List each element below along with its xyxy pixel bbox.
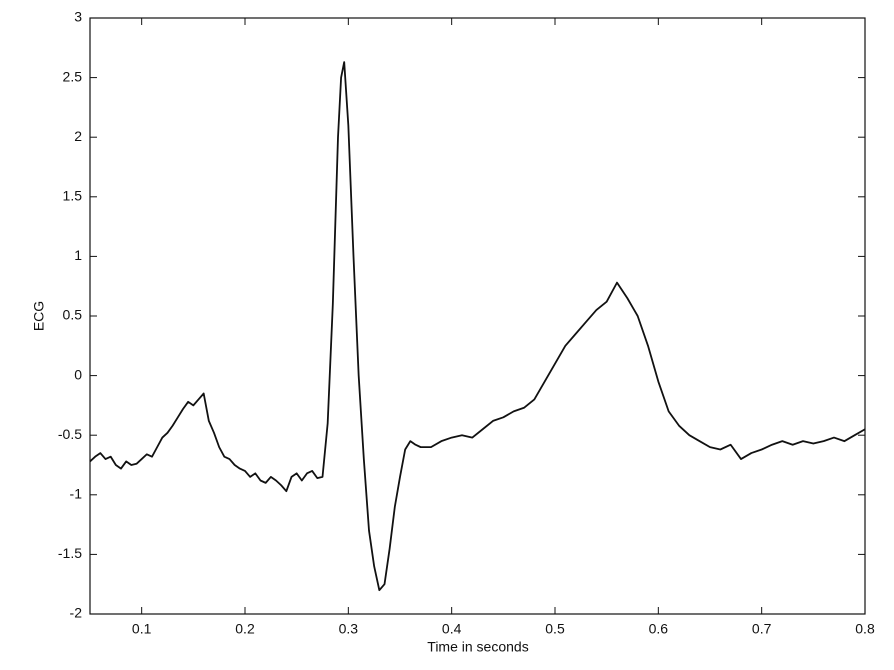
y-tick-label: 1 — [74, 247, 82, 263]
x-axis-label: Time in seconds — [427, 639, 528, 655]
x-tick-label: 0.7 — [752, 621, 772, 637]
y-tick-label: 2.5 — [63, 68, 83, 84]
ecg-line — [89, 61, 866, 592]
y-tick-label: 0 — [74, 366, 82, 382]
y-tick-label: -1 — [70, 486, 83, 502]
plot-frame — [89, 17, 866, 615]
x-tick-label: 0.6 — [649, 621, 669, 637]
x-tick-label: 0.5 — [545, 621, 565, 637]
y-tick-label: -1.5 — [58, 545, 82, 561]
y-tick-label: 1.5 — [63, 188, 83, 204]
x-tick-label: 0.1 — [132, 621, 152, 637]
x-tick-label: 0.2 — [235, 621, 255, 637]
x-tick-label: 0.4 — [442, 621, 462, 637]
y-axis-label: ECG — [31, 301, 47, 331]
x-tick-label: 0.3 — [339, 621, 359, 637]
y-tick-label: -0.5 — [58, 426, 82, 442]
y-tick-label: 3 — [74, 9, 82, 25]
x-tick-label: 0.8 — [855, 621, 875, 637]
y-tick-label: 0.5 — [63, 307, 83, 323]
y-tick-label: -2 — [70, 605, 83, 621]
y-tick-label: 2 — [74, 128, 82, 144]
